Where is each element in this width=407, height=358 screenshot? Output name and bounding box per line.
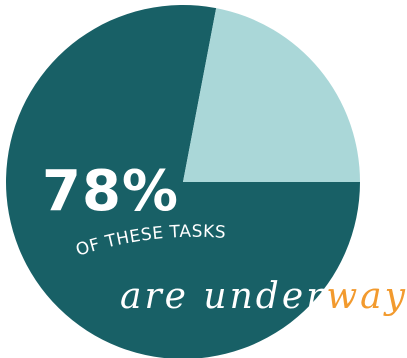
annotation-line-2-part-2: way! (326, 276, 407, 317)
pie-slices (6, 5, 360, 358)
annotation-line-2-part-1: are under (120, 276, 326, 317)
pie-slice-remaining (183, 8, 360, 182)
pie-slice-main (6, 5, 360, 358)
value-label: 78% (42, 159, 179, 224)
annotation-line-2: are underway! (120, 276, 407, 317)
